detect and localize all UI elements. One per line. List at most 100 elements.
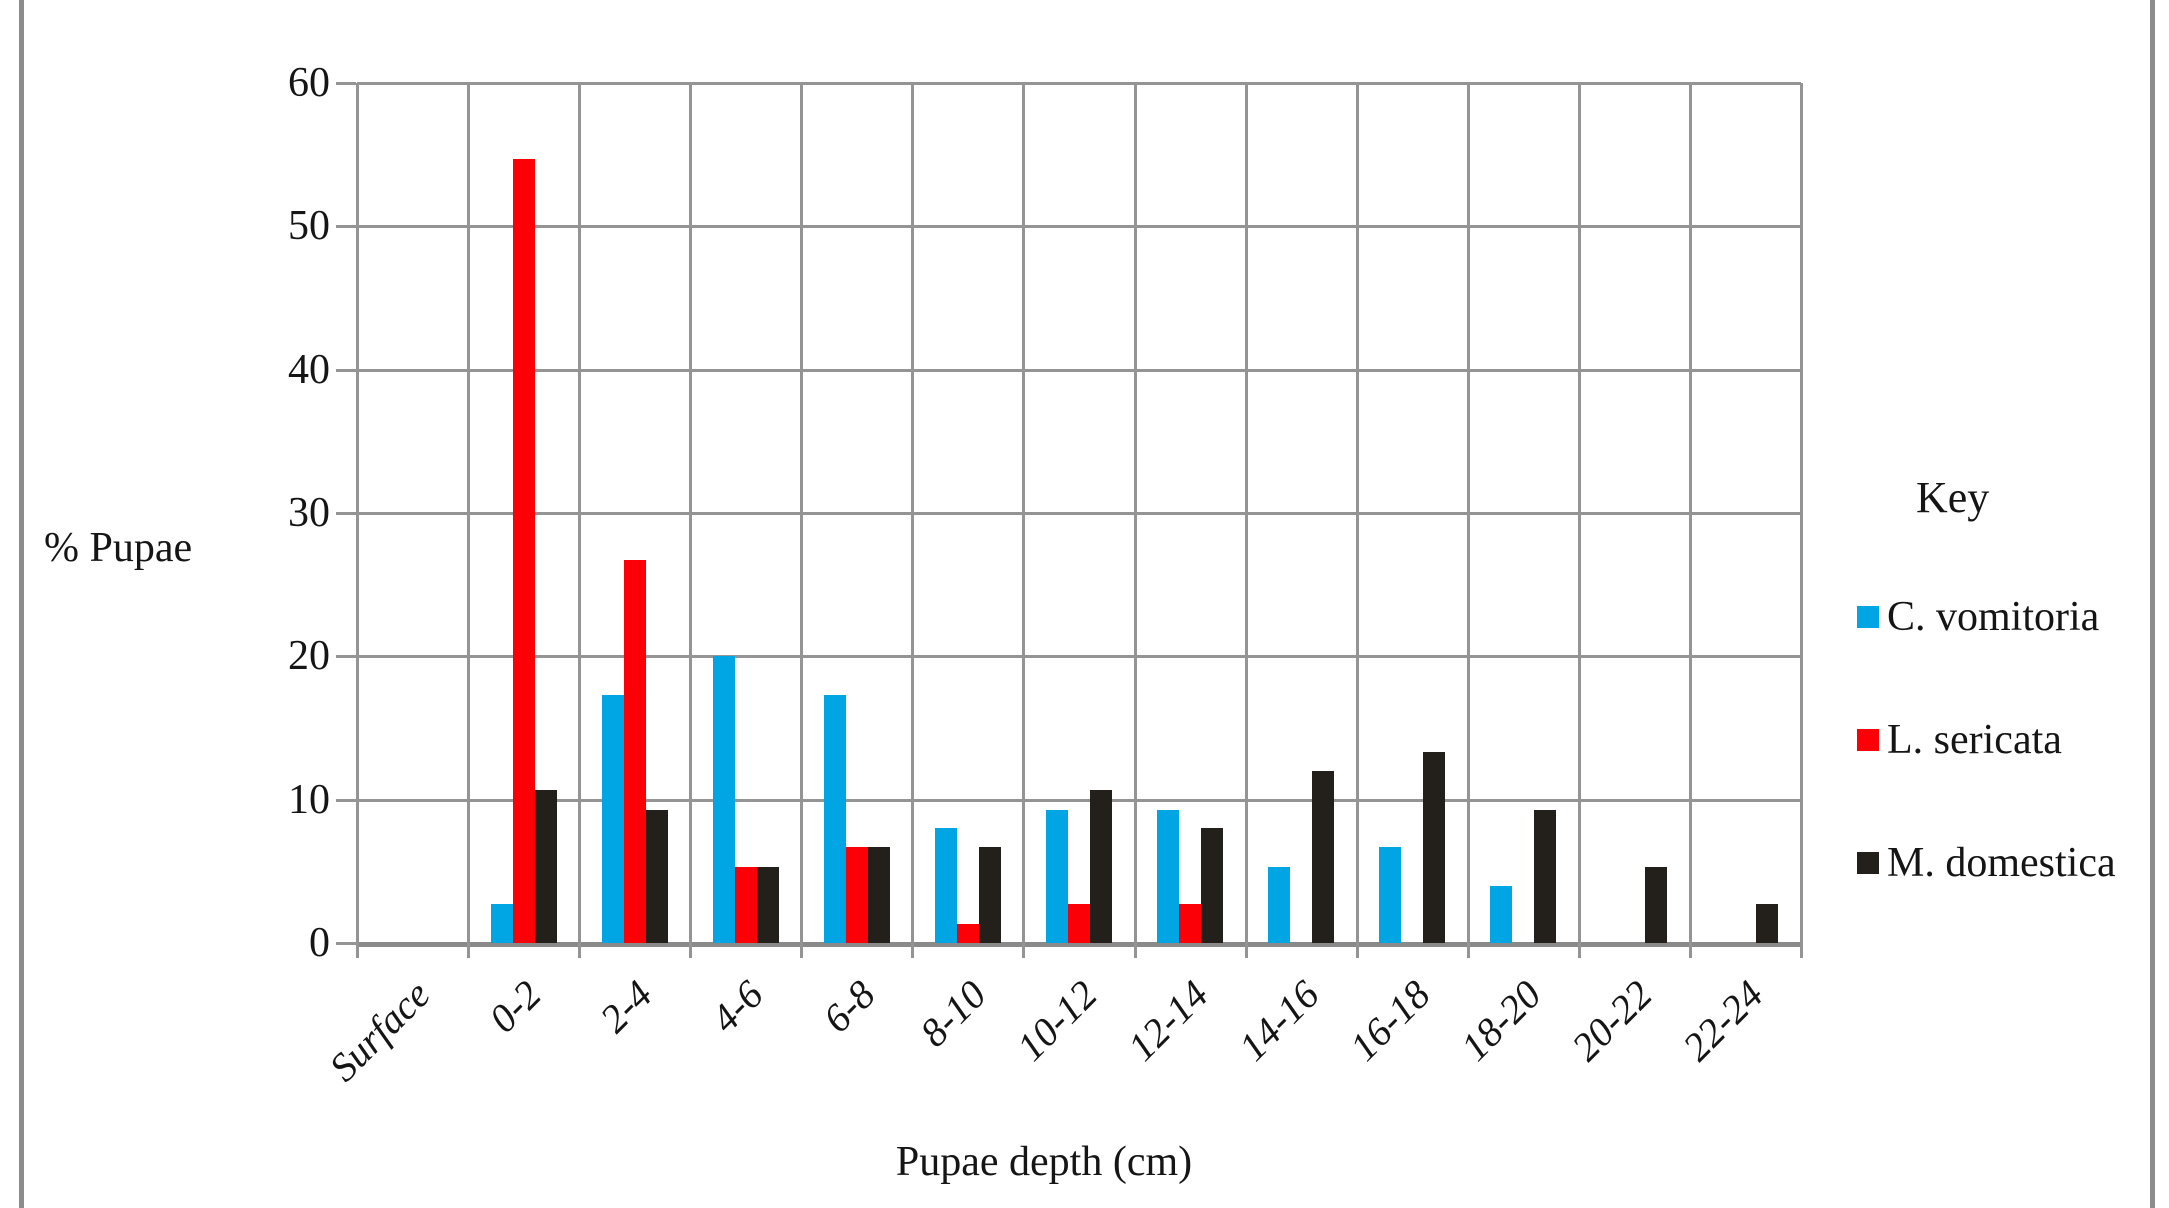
x-tick-mark	[1133, 943, 1137, 958]
bar-l-sericata-10-12	[1068, 904, 1090, 943]
y-tick-label: 30	[288, 490, 330, 536]
y-tick-mark	[336, 225, 356, 229]
x-tick-mark	[1800, 943, 1803, 958]
legend-swatch-c-vomitoria	[1857, 606, 1879, 628]
gridline-vertical	[1244, 83, 1248, 943]
x-tick-mark	[1022, 943, 1026, 958]
x-tick-mark	[1244, 943, 1248, 958]
bar-c-vomitoria-8-10	[934, 828, 957, 943]
legend-item-m-domestica: M. domestica	[1857, 838, 2116, 888]
page-border-right	[2150, 0, 2155, 1208]
bar-l-sericata-8-10	[956, 924, 979, 943]
bar-m-domestica-6-8	[867, 846, 890, 943]
legend-label-l-sericata: L. sericata	[1887, 717, 2062, 763]
page-border-left	[19, 0, 24, 1208]
legend-item-l-sericata: L. sericata	[1857, 715, 2062, 765]
legend-title: Key	[1916, 473, 1990, 522]
y-tick-mark	[336, 942, 356, 945]
bar-c-vomitoria-16-18	[1379, 846, 1402, 943]
legend-label-m-domestica: M. domestica	[1887, 840, 2116, 886]
gridline-vertical	[800, 83, 804, 943]
bar-l-sericata-2-4	[623, 560, 646, 943]
x-tick-mark	[1466, 943, 1470, 958]
gridline-vertical	[1577, 83, 1581, 943]
bar-c-vomitoria-14-16	[1268, 867, 1291, 943]
bar-m-domestica-8-10	[978, 846, 1001, 943]
x-tick-mark	[800, 943, 804, 958]
x-tick-label: 16-18	[1340, 971, 1439, 1070]
x-axis-title: Pupae depth (cm)	[895, 1139, 1193, 1185]
legend-label-c-vomitoria: C. vomitoria	[1887, 594, 2100, 640]
gridline-vertical	[578, 83, 582, 943]
bar-c-vomitoria-18-20	[1490, 885, 1513, 943]
bar-m-domestica-20-22	[1645, 867, 1668, 943]
plot-area	[356, 82, 1803, 947]
x-tick-mark	[467, 943, 471, 958]
x-tick-mark	[1688, 943, 1692, 958]
x-tick-mark	[356, 943, 359, 958]
x-tick-label: 2-4	[591, 971, 662, 1042]
y-tick-mark	[336, 512, 356, 515]
x-tick-mark	[1577, 943, 1581, 958]
x-tick-label: 10-12	[1007, 971, 1106, 1070]
x-tick-label: Surface	[320, 971, 439, 1090]
y-tick-label: 40	[288, 346, 330, 393]
gridline-vertical	[1355, 83, 1359, 943]
y-tick-label: 0	[309, 920, 330, 966]
bar-l-sericata-12-14	[1179, 904, 1202, 943]
bar-l-sericata-0-2	[512, 158, 535, 943]
gridline-horizontal	[357, 942, 1801, 947]
bar-c-vomitoria-10-12	[1046, 809, 1068, 943]
y-tick-mark	[336, 798, 356, 802]
bar-m-domestica-18-20	[1534, 809, 1557, 943]
x-tick-label: 6-8	[813, 971, 884, 1042]
legend-swatch-m-domestica	[1857, 852, 1879, 874]
gridline-vertical	[467, 83, 471, 943]
x-tick-label: 14-16	[1229, 971, 1328, 1070]
bar-c-vomitoria-4-6	[712, 656, 735, 943]
legend-swatch-l-sericata	[1857, 729, 1879, 751]
gridline-horizontal	[357, 798, 1801, 802]
bar-m-domestica-10-12	[1090, 789, 1112, 943]
bar-c-vomitoria-2-4	[601, 695, 624, 943]
bar-l-sericata-6-8	[845, 846, 868, 943]
y-tick-mark	[336, 368, 356, 372]
gridline-vertical	[1466, 83, 1470, 943]
bar-l-sericata-4-6	[734, 867, 757, 943]
bar-m-domestica-12-14	[1201, 828, 1224, 943]
bar-m-domestica-16-18	[1423, 752, 1446, 943]
y-tick-label: 10	[288, 776, 330, 823]
bar-c-vomitoria-6-8	[823, 695, 846, 943]
bar-m-domestica-0-2	[534, 789, 557, 943]
gridline-horizontal	[357, 225, 1801, 229]
gridline-horizontal	[357, 655, 1801, 659]
y-tick-label: 20	[288, 633, 330, 680]
gridline-vertical	[1800, 83, 1803, 943]
bar-m-domestica-22-24	[1756, 904, 1779, 943]
gridline-horizontal	[357, 368, 1801, 372]
gridline-vertical	[1133, 83, 1137, 943]
y-tick-label: 50	[288, 203, 330, 250]
y-axis-title: % Pupae	[44, 525, 193, 571]
gridline-horizontal	[357, 82, 1801, 85]
x-tick-label: 12-14	[1118, 971, 1217, 1070]
bar-c-vomitoria-0-2	[490, 904, 513, 943]
gridline-vertical	[911, 83, 915, 943]
x-tick-mark	[1355, 943, 1359, 958]
y-tick-mark	[336, 82, 356, 85]
x-tick-label: 8-10	[910, 971, 995, 1056]
gridline-vertical	[356, 83, 359, 943]
gridline-vertical	[1688, 83, 1692, 943]
x-tick-mark	[911, 943, 915, 958]
gridline-vertical	[689, 83, 693, 943]
y-tick-label: 60	[288, 60, 330, 106]
bar-m-domestica-2-4	[645, 809, 668, 943]
x-tick-label: 22-24	[1674, 971, 1772, 1070]
legend-item-c-vomitoria: C. vomitoria	[1857, 592, 2099, 642]
gridline-vertical	[1022, 83, 1026, 943]
y-tick-mark	[336, 655, 356, 659]
bar-m-domestica-4-6	[756, 867, 779, 943]
gridline-horizontal	[357, 512, 1801, 515]
x-tick-label: 0-2	[480, 971, 551, 1042]
